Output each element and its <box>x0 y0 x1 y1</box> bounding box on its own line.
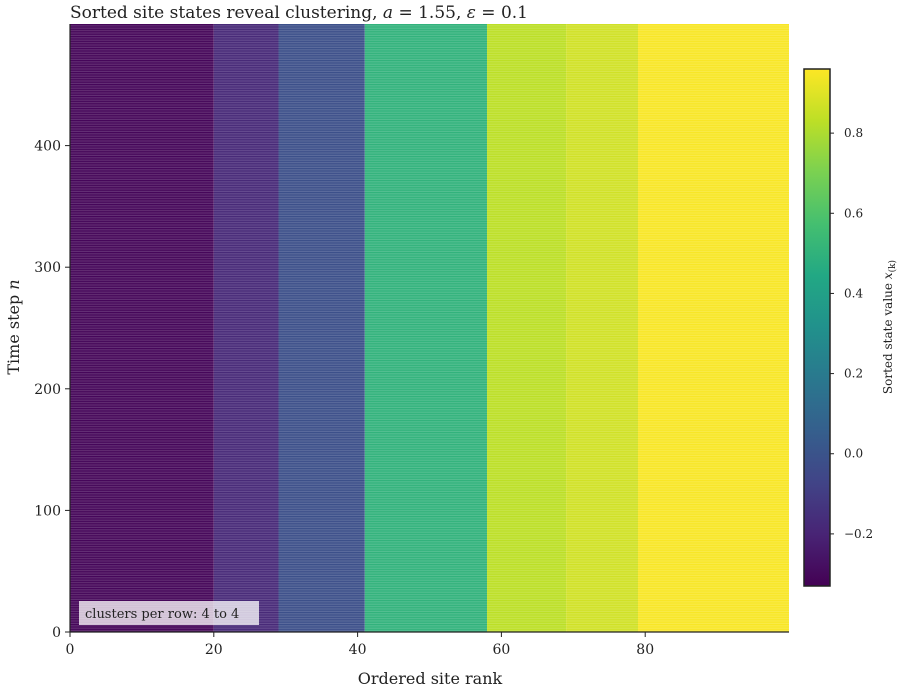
x-tick-label: 60 <box>492 642 510 658</box>
x-tick-label: 0 <box>66 642 75 658</box>
colorbar-tick-label: 0.4 <box>844 286 863 300</box>
y-tick-label: 0 <box>52 625 61 641</box>
y-tick-label: 200 <box>34 382 61 398</box>
cluster-annotation: clusters per row: 4 to 4 <box>79 601 259 625</box>
colorbar-tick-label: 0.6 <box>844 206 863 220</box>
colorbar-tick-label: −0.2 <box>844 527 873 541</box>
x-tick-label: 40 <box>349 642 367 658</box>
row-stripe-overlay <box>70 24 789 632</box>
x-tick-label: 80 <box>636 642 654 658</box>
colorbar-label: Sorted state value x(k) <box>881 260 898 394</box>
colorbar-tick-label: 0.8 <box>844 126 863 140</box>
colorbar-ticks: −0.2 0.0 0.2 0.4 0.6 0.8 <box>830 126 873 541</box>
colorbar-tick-label: 0.0 <box>844 447 863 461</box>
colorbar-tick-label: 0.2 <box>844 367 863 381</box>
colorbar-gradient <box>803 68 831 587</box>
annotation-box <box>79 601 259 625</box>
heatmap-plot-area <box>70 24 789 632</box>
x-tick-label: 20 <box>205 642 223 658</box>
y-axis-label: Time step n <box>4 279 23 374</box>
chart-title: Sorted site states reveal clustering, a … <box>70 3 528 23</box>
axes: 0 20 40 60 80 0 100 200 300 400 <box>34 24 789 658</box>
y-tick-label: 400 <box>34 139 61 155</box>
colorbar: −0.2 0.0 0.2 0.4 0.6 0.8 Sorted state value x… <box>803 68 898 587</box>
y-tick-label: 300 <box>34 260 61 276</box>
y-tick-label: 100 <box>34 503 61 519</box>
x-axis-label: Ordered site rank <box>358 669 503 688</box>
x-ticks: 0 20 40 60 80 <box>66 632 654 658</box>
annotation-text: clusters per row: 4 to 4 <box>85 607 239 622</box>
y-ticks: 0 100 200 300 400 <box>34 139 70 641</box>
